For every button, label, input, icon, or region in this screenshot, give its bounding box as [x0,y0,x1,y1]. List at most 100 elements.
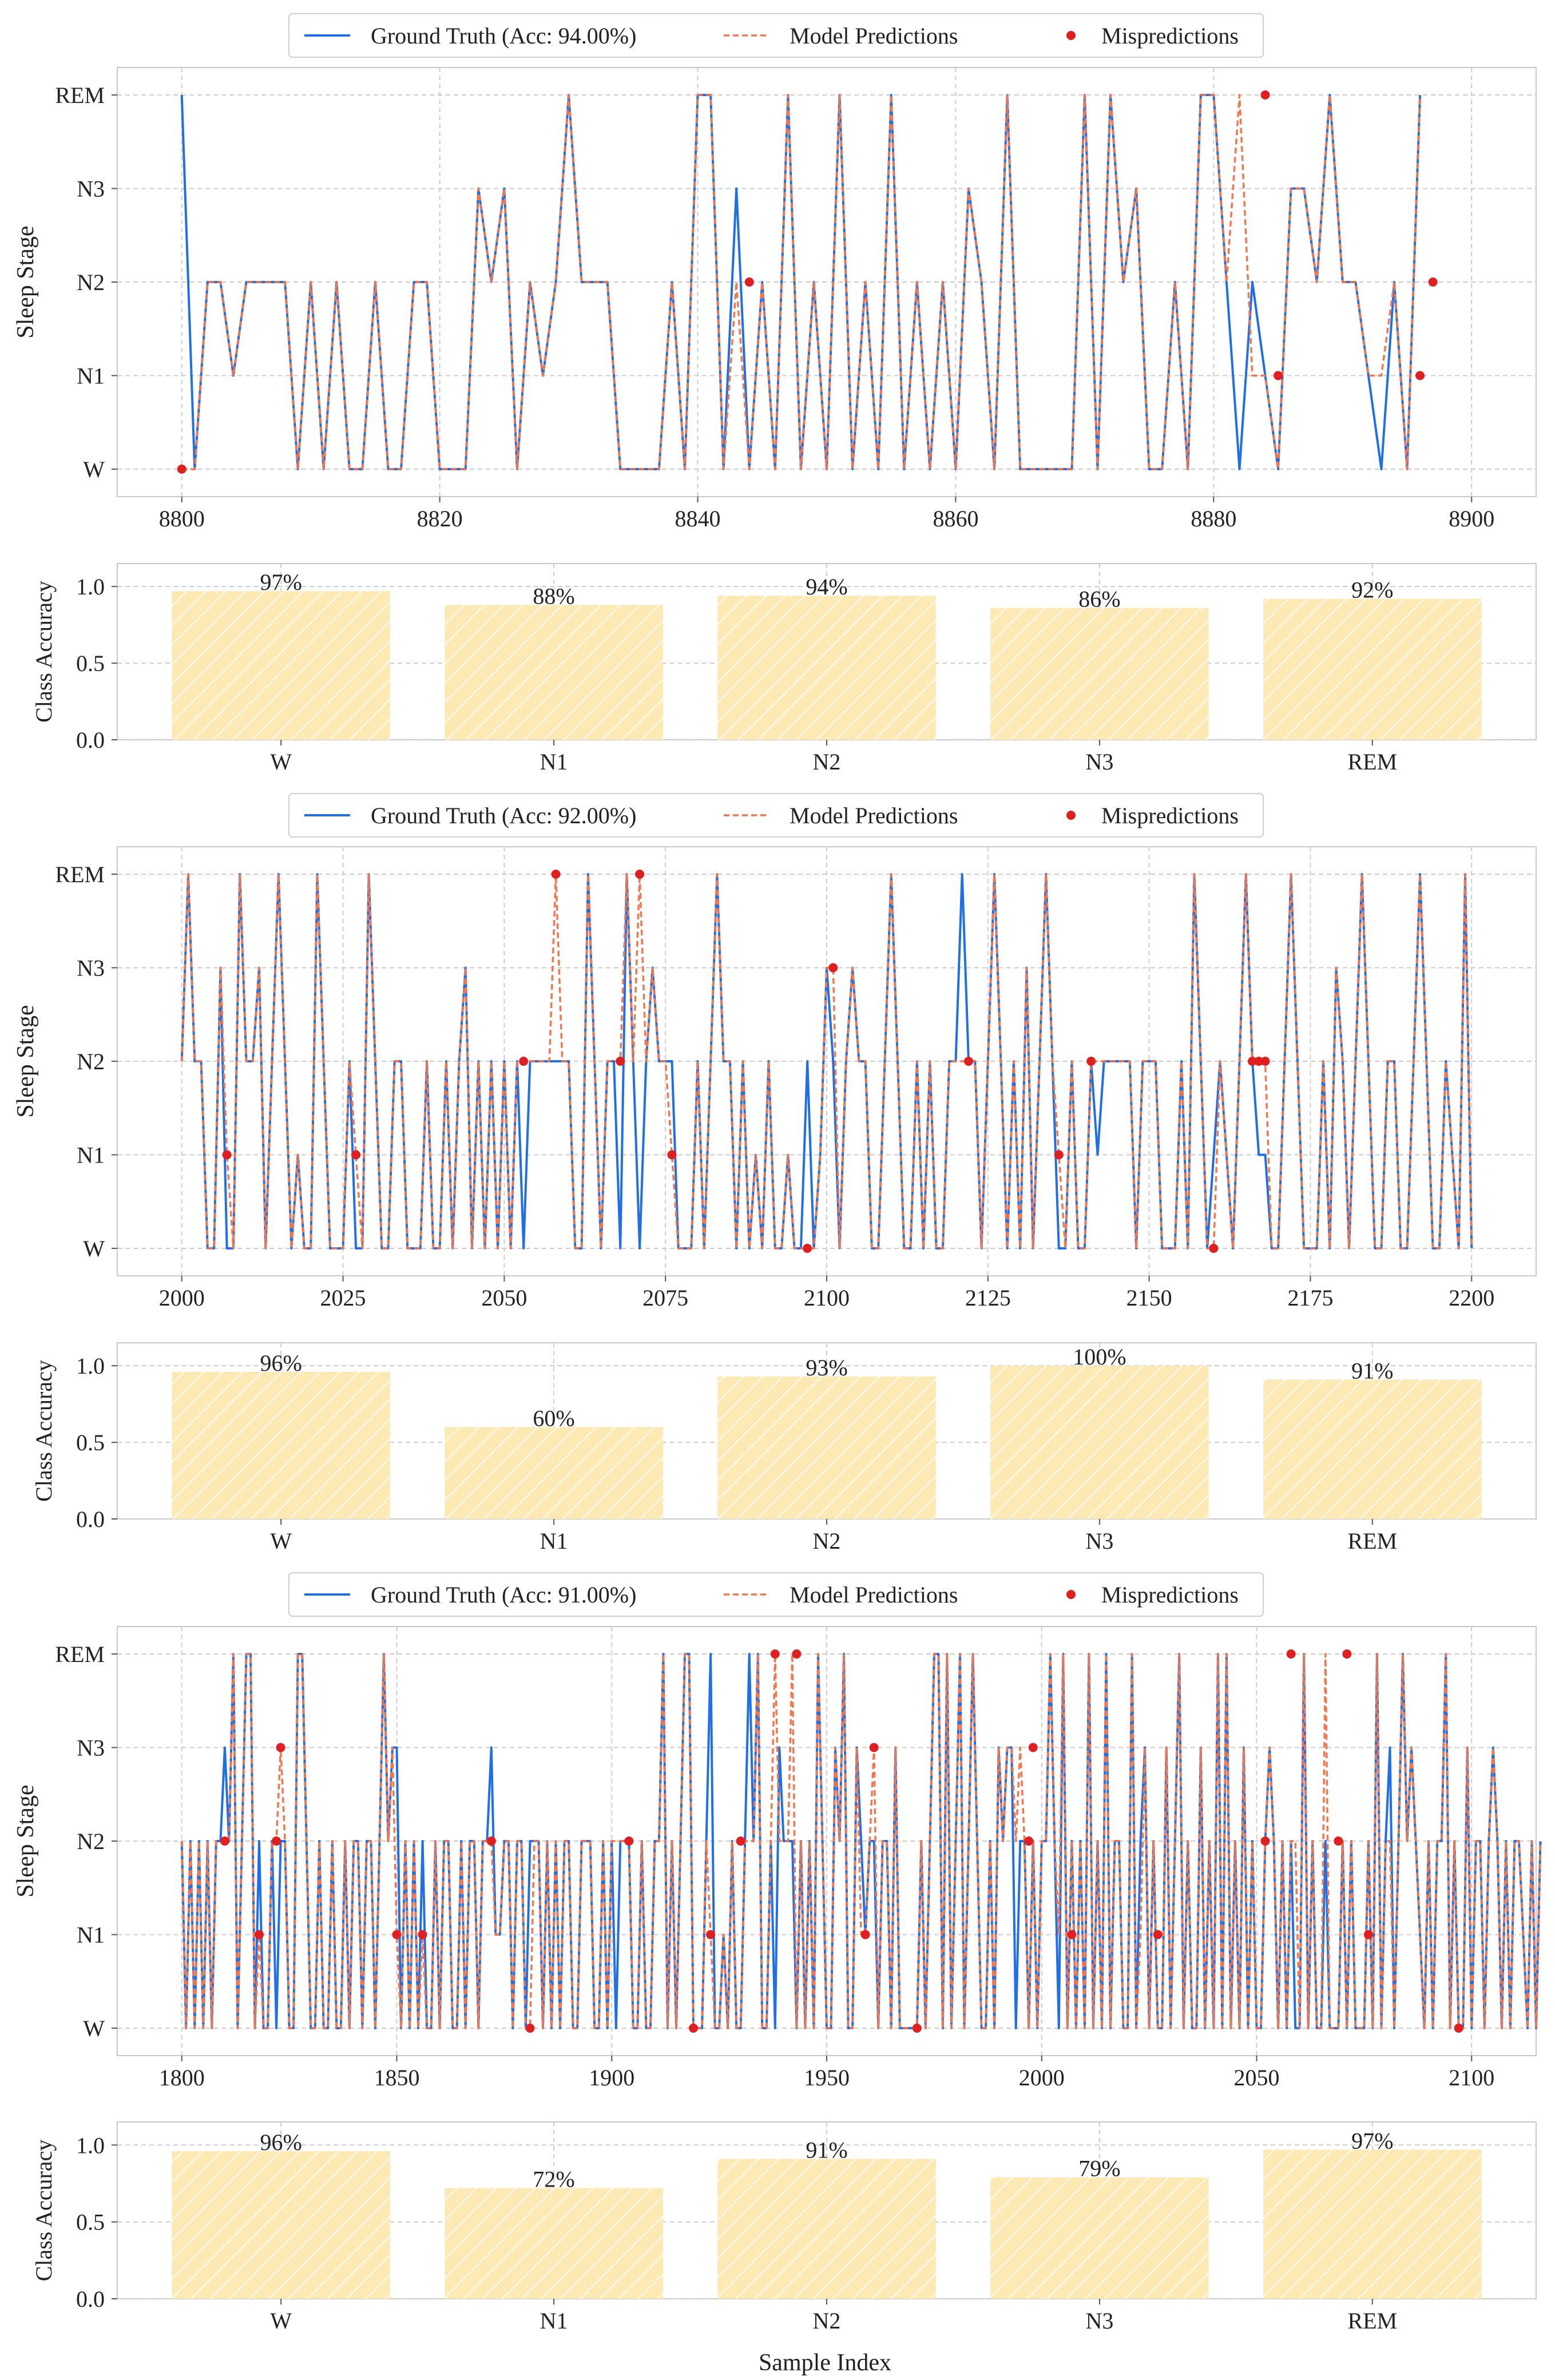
misprediction-point [706,1930,716,1939]
y-tick-label: W [83,1236,105,1262]
x-tick-label: 2125 [965,1285,1011,1311]
misprediction-point [1028,1743,1038,1752]
bar-value-label: 94% [806,574,847,600]
x-tick-label: 2025 [320,1285,366,1311]
accuracy-bar-hatch [445,1427,663,1519]
misprediction-point [392,1930,402,1939]
x-tick-label: W [270,749,292,775]
bar-value-label: 60% [533,1405,574,1431]
class-accuracy-chart-4: 0.0 0.5 1.0 96% W 60% N1 93% N2 100% N3 91% REM Class… [31,1342,1537,1554]
accuracy-bar-hatch [172,1371,390,1519]
accuracy-bar-hatch [445,2188,663,2299]
misprediction-point [736,1836,745,1846]
class-accuracy-chart-2: 0.0 0.5 1.0 97% W 88% N1 94% N2 86% N3 92% REM Class … [31,563,1537,775]
x-tick-label: 2200 [1449,1285,1494,1311]
y-tick-label: N1 [77,1143,105,1168]
misprediction-point [689,2024,699,2033]
bar-value-label: 92% [1351,577,1393,603]
accuracy-bar-hatch [717,2159,936,2299]
misprediction-point [1254,1057,1264,1066]
x-tick-label: 1950 [804,2065,850,2091]
accuracy-bar-hatch [445,605,663,740]
x-tick-label: N3 [1085,749,1113,775]
y-tick-label: N3 [77,176,105,202]
accuracy-bar-hatch [717,1376,936,1519]
legend-box [288,13,1264,58]
x-tick-label: N1 [540,749,568,775]
misprediction-point [912,2024,922,2033]
x-tick-label: N2 [813,2308,841,2334]
x-tick-label: 2100 [1449,2065,1494,2091]
accuracy-bar-hatch [172,2151,390,2299]
x-tick-label: 2000 [159,1285,205,1311]
misprediction-point [1260,90,1270,100]
legend-mis-label: Mispredictions [1101,1582,1239,1608]
x-tick-label: 8860 [933,506,978,531]
misprediction-point [525,2024,535,2033]
y-tick-label: 1.0 [76,574,105,600]
y-tick-label: N3 [77,955,105,981]
y-tick-label: REM [55,82,105,108]
sleep-stage-chart-3: 2000 2025 2050 2075 2100 2125 2150 2175 2200 W N1 N… [13,793,1537,1311]
legend-box [288,793,1264,838]
legend-mis-label: Mispredictions [1101,23,1239,49]
y-tick-label: N3 [77,1735,105,1761]
x-tick-label: 2100 [804,1285,850,1311]
legend-gt-label: Ground Truth (Acc: 92.00%) [371,803,636,828]
misprediction-point [1024,1836,1034,1846]
misprediction-point [744,277,754,287]
legend-gt-label: Ground Truth (Acc: 94.00%) [371,23,636,49]
y-axis-label: Class Accuracy [31,1360,57,1502]
legend-pred-label: Model Predictions [790,803,958,828]
legend-mis-swatch [1066,811,1076,820]
x-tick-label: 1900 [589,2065,634,2091]
misprediction-point [255,1930,264,1939]
y-tick-label: N1 [77,363,105,389]
misprediction-point [1286,1649,1296,1659]
x-tick-label: 1800 [159,2065,205,2091]
y-tick-label: 0.5 [76,650,105,676]
x-tick-label: 2000 [1019,2065,1065,2091]
y-tick-label: 0.0 [76,2286,105,2312]
y-tick-label: 0.0 [76,1506,105,1532]
misprediction-point [828,963,838,973]
y-tick-label: W [83,457,105,482]
bar-value-label: 86% [1078,586,1120,612]
x-tick-label: 2050 [481,1285,527,1311]
x-tick-label: N3 [1085,2308,1113,2334]
misprediction-point [222,1150,232,1160]
y-axis-label: Class Accuracy [31,581,57,723]
accuracy-bar-hatch [1263,2149,1482,2299]
misprediction-point [220,1836,229,1846]
class-accuracy-chart-6: 0.0 0.5 1.0 96% W 72% N1 91% N2 79% N3 97% REM Class … [31,2121,1537,2334]
y-axis-label: Sleep Stage [13,1784,39,1897]
legend-pred-label: Model Predictions [790,1582,958,1608]
bar-value-label: 100% [1073,1344,1126,1370]
legend-mis-swatch [1066,31,1076,40]
x-tick-label: W [270,2308,292,2334]
legend: Ground Truth (Acc: 91.00%) Model Predicti… [288,1572,1264,1617]
x-tick-label: REM [1348,1528,1398,1554]
misprediction-point [1274,371,1283,380]
misprediction-point [1209,1244,1219,1253]
x-tick-label: REM [1348,2308,1398,2334]
legend: Ground Truth (Acc: 92.00%) Model Predicti… [288,793,1264,838]
legend-gt-label: Ground Truth (Acc: 91.00%) [371,1582,636,1608]
x-tick-label: N2 [813,1528,841,1554]
bar-value-label: 96% [260,2129,302,2155]
misprediction-point [1342,1649,1352,1659]
accuracy-bar-hatch [717,596,936,740]
misprediction-point [869,1743,879,1752]
x-tick-label: 2150 [1126,1285,1172,1311]
misprediction-point [792,1649,802,1659]
accuracy-bar-hatch [1263,598,1482,740]
accuracy-bar-hatch [990,1366,1209,1519]
y-tick-label: 0.5 [76,1430,105,1455]
misprediction-point [1067,1930,1077,1939]
x-tick-label: 8900 [1449,506,1494,531]
y-tick-label: N2 [77,1049,105,1074]
misprediction-point [1260,1057,1270,1066]
y-tick-label: 0.0 [76,727,105,753]
legend: Ground Truth (Acc: 94.00%) Model Predicti… [288,13,1264,58]
misprediction-point [551,870,561,879]
